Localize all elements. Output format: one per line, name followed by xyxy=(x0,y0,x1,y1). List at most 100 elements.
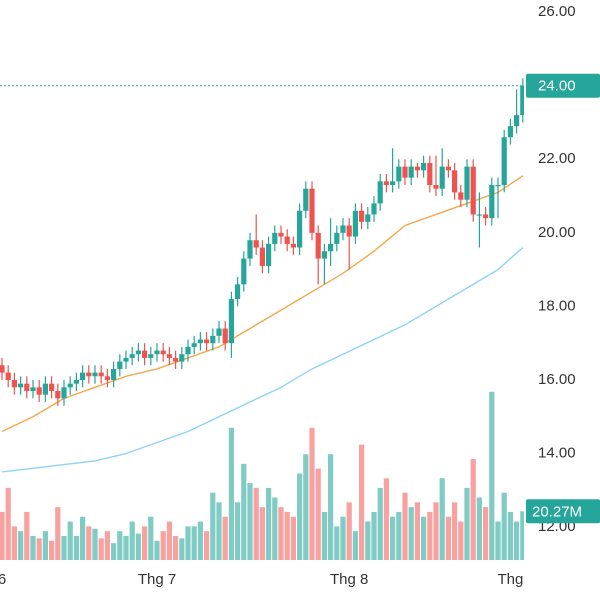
volume-bar xyxy=(55,507,61,560)
candle-body xyxy=(445,166,451,171)
last-volume-tag xyxy=(526,499,600,524)
candle-body xyxy=(514,115,520,127)
y-tick-label: 14.00 xyxy=(538,445,576,462)
candle-body xyxy=(278,232,284,237)
volume-bar xyxy=(427,511,433,560)
volume-bar xyxy=(61,535,67,560)
volume-bar xyxy=(49,540,55,560)
candle-body xyxy=(352,210,358,237)
last-volume-label: 20.27M xyxy=(532,503,582,520)
volume-bar xyxy=(334,526,340,560)
candle-body xyxy=(86,372,92,377)
volume-bar xyxy=(290,516,296,560)
candle-body xyxy=(204,339,210,344)
candle-body xyxy=(160,350,166,355)
candle-body xyxy=(303,188,309,211)
candle-body xyxy=(92,372,98,377)
volume-bar xyxy=(433,502,439,560)
candle-body xyxy=(458,192,464,200)
candle-body xyxy=(359,210,365,222)
volume-bar xyxy=(402,492,408,560)
volume-bar xyxy=(452,502,458,560)
volume-bar xyxy=(383,478,389,560)
candle-body xyxy=(18,383,24,388)
volume-bar xyxy=(259,507,265,560)
candle-body xyxy=(123,357,129,362)
volume-bar xyxy=(191,526,197,560)
volume-bar xyxy=(371,511,377,560)
candle-body xyxy=(309,188,315,233)
candle-body xyxy=(173,357,179,362)
candle-body xyxy=(117,361,123,369)
volume-bar xyxy=(315,468,321,560)
volume-bar xyxy=(483,507,489,560)
moving-average-line xyxy=(1,175,524,433)
candle-body xyxy=(49,383,55,392)
candle-body xyxy=(111,368,117,380)
volume-bar xyxy=(92,528,98,560)
candle-body xyxy=(179,354,185,362)
volume-bar xyxy=(67,521,73,560)
volume-bar xyxy=(414,502,420,560)
volume-bar xyxy=(408,507,414,560)
candle-body xyxy=(67,383,73,388)
volume-bar xyxy=(36,538,42,560)
volume-bar xyxy=(129,521,135,560)
candle-body xyxy=(247,240,253,259)
volume-bar xyxy=(377,487,383,560)
candle-body xyxy=(495,185,501,187)
candle-body xyxy=(315,232,321,259)
candle-body xyxy=(402,166,408,178)
y-tick-label: 20.00 xyxy=(538,224,576,241)
candle-body xyxy=(30,387,36,392)
candle-body xyxy=(166,354,172,358)
volume-bar xyxy=(514,521,520,560)
volume-bar xyxy=(104,531,110,560)
candle-body xyxy=(489,185,495,219)
volume-bar xyxy=(352,531,358,560)
candle-body xyxy=(253,240,259,248)
last-price-tag xyxy=(526,73,600,98)
volume-bar xyxy=(197,521,203,560)
x-tick-label: Thg 8 xyxy=(330,571,368,588)
volume-bar xyxy=(489,391,495,560)
volume-bar xyxy=(359,444,365,560)
volume-bar xyxy=(160,531,166,560)
candle-body xyxy=(266,243,272,266)
candle-body xyxy=(5,372,11,380)
candle-body xyxy=(396,166,402,182)
volume-bar xyxy=(284,511,290,560)
candle-body xyxy=(383,181,389,186)
candle-body xyxy=(365,214,371,222)
candle-body xyxy=(284,236,290,244)
price-axis: 12.0014.0016.0018.0020.0022.0024.0026.00… xyxy=(526,3,600,535)
candle-body xyxy=(216,328,222,336)
plot-area xyxy=(0,78,524,560)
volume-bar xyxy=(18,531,24,560)
volume-bar xyxy=(464,487,470,560)
volume-bar xyxy=(421,516,427,560)
candle-body xyxy=(501,137,507,186)
volume-bar xyxy=(210,492,216,560)
volume-bar xyxy=(390,516,396,560)
candle-body xyxy=(235,284,241,300)
candle-body xyxy=(390,181,396,186)
volume-bar xyxy=(241,463,247,560)
volume-bar xyxy=(365,521,371,560)
volume-bar xyxy=(253,487,259,560)
volume-bar xyxy=(11,526,17,560)
candle-body xyxy=(414,166,420,171)
volume-bar xyxy=(520,511,524,560)
candle-body xyxy=(259,247,265,266)
volume-bar xyxy=(117,531,123,560)
candle-body xyxy=(129,354,135,358)
candle-body xyxy=(80,372,86,380)
y-tick-label: 22.00 xyxy=(538,150,576,167)
volume-bar xyxy=(495,521,501,560)
candle-body xyxy=(272,232,278,244)
candle-body xyxy=(197,339,203,344)
volume-bar xyxy=(86,526,92,560)
candle-body xyxy=(73,379,79,384)
candle-body xyxy=(476,214,482,216)
volume-bar xyxy=(166,521,172,560)
